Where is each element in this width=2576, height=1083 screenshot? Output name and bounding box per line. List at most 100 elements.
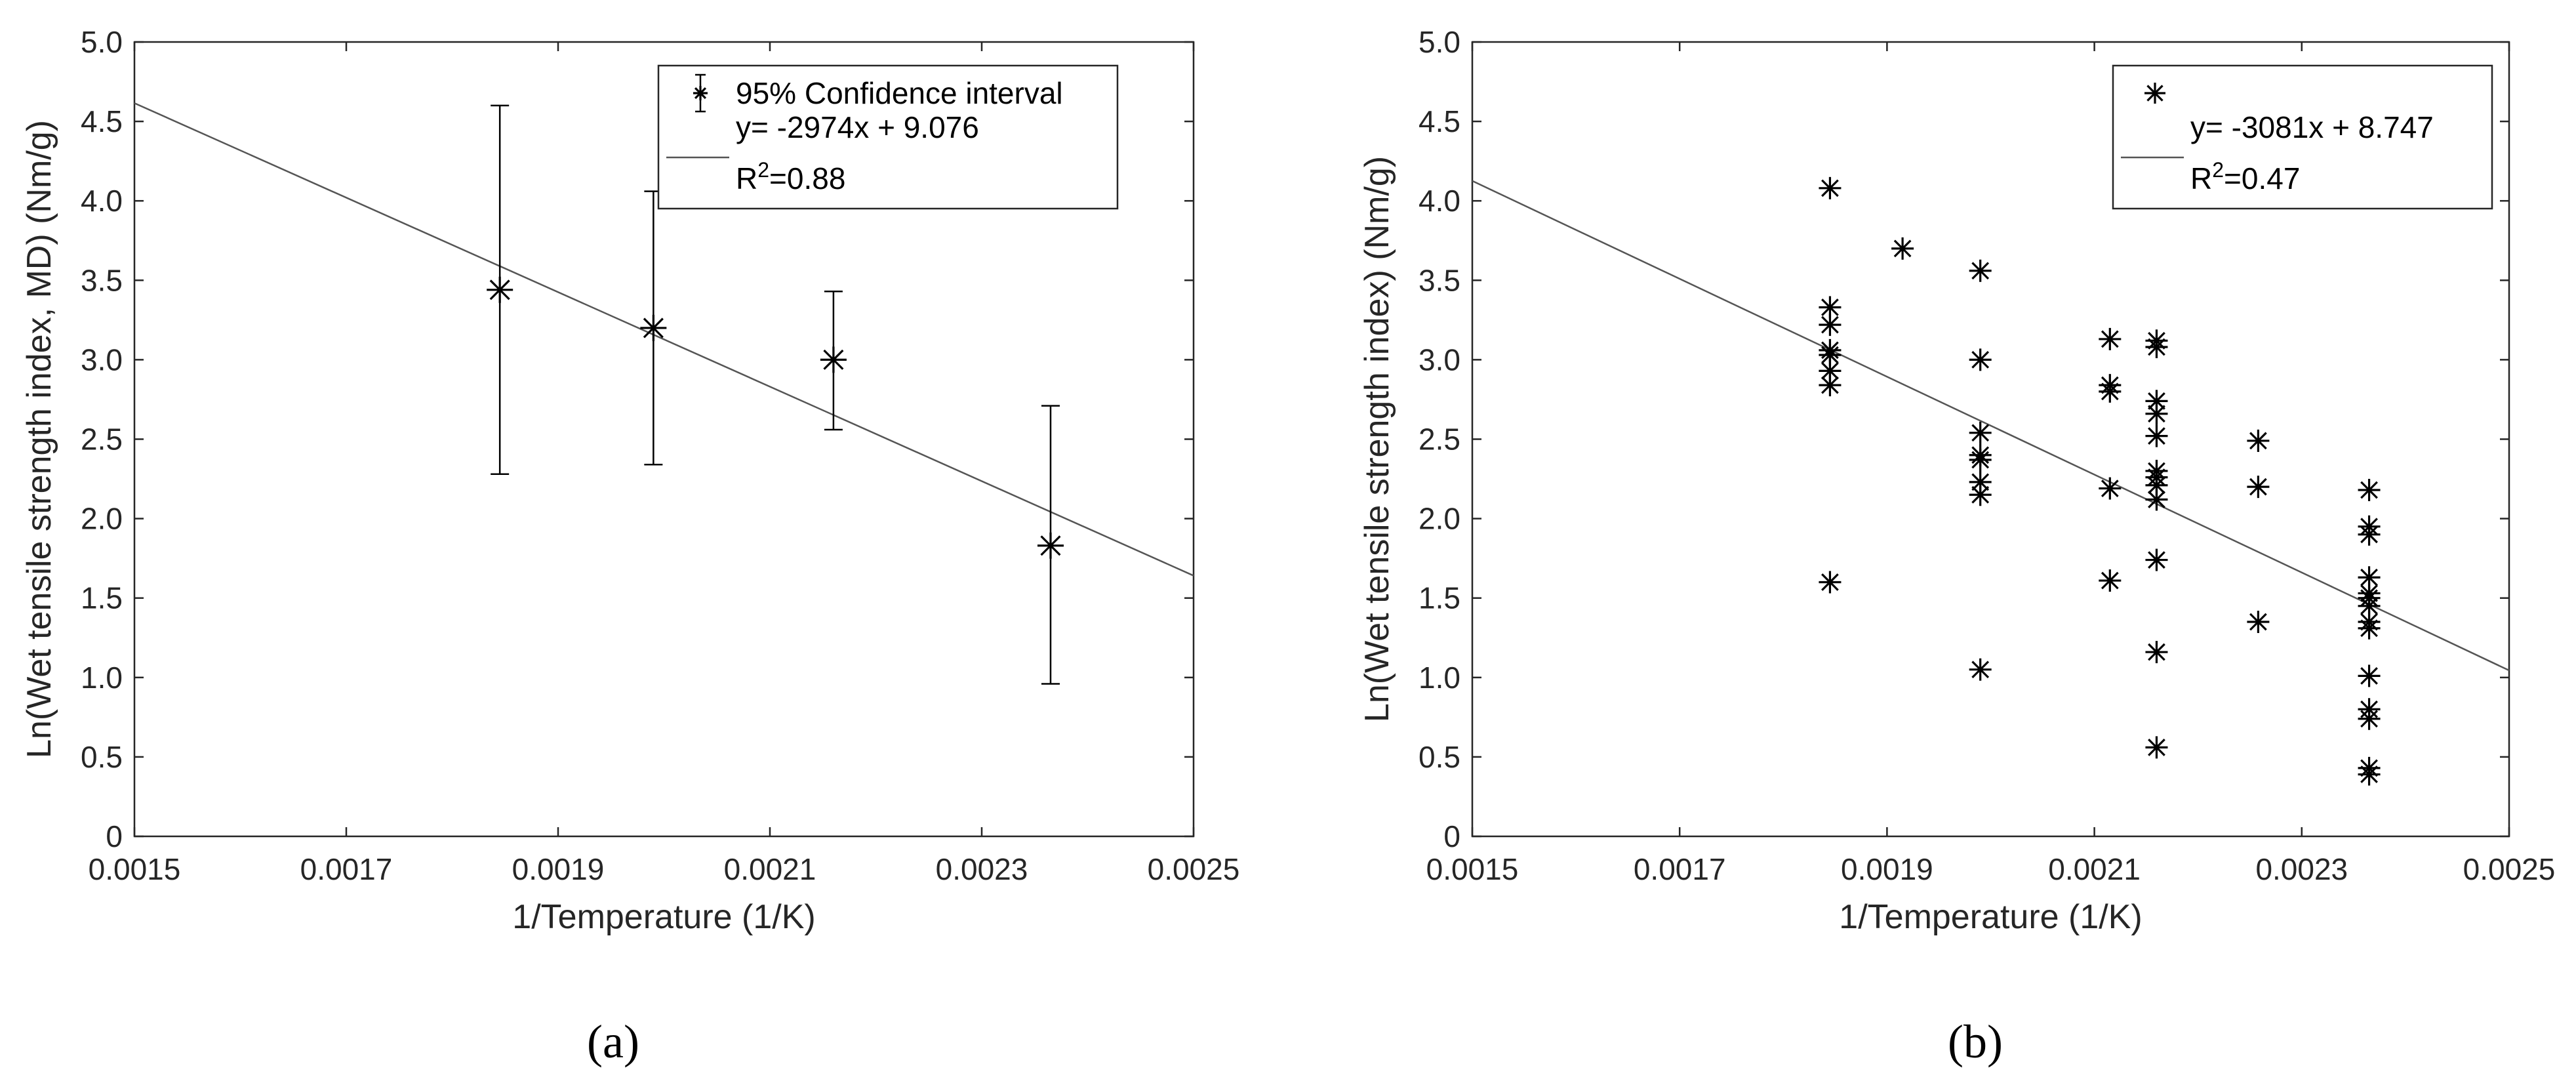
y-tick-label: 3.5	[1419, 263, 1460, 297]
x-tick-label: 0.0017	[300, 852, 393, 886]
data-point	[2247, 476, 2270, 499]
x-tick-label: 0.0025	[1148, 852, 1240, 886]
legend: y= -3081x + 8.747 R2=0.47	[2112, 64, 2493, 210]
data-point	[2358, 763, 2381, 786]
y-tick-label: 4.5	[81, 104, 123, 138]
data-point	[1819, 571, 1841, 594]
data-point	[1819, 314, 1841, 337]
y-tick-label: 0	[1443, 819, 1460, 853]
y-tick-label: 5.0	[1419, 25, 1460, 59]
y-tick-label: 1.5	[1419, 581, 1460, 615]
data-point	[1969, 483, 1992, 506]
data-point	[1819, 374, 1841, 397]
y-tick-label: 2.5	[1419, 422, 1460, 457]
data-point	[1969, 421, 1992, 444]
data-point	[2358, 617, 2381, 640]
x-tick-label: 0.0025	[2463, 852, 2556, 886]
data-point	[1969, 658, 1992, 681]
chart-panel-a: 0.0015 0.0017 0.0019 0.0021 0.0023 0.0025 0 0.5…	[20, 25, 1239, 1068]
legend-marker-sample	[2144, 83, 2165, 104]
data-point	[2247, 429, 2270, 452]
data-point	[2145, 402, 2168, 425]
data-point	[2247, 611, 2270, 634]
y-tick-label: 3.5	[81, 263, 123, 297]
data-point	[640, 314, 667, 341]
legend-marker-sample	[693, 86, 708, 100]
r2-value: =0.47	[2224, 161, 2300, 195]
data-point	[1969, 259, 1992, 282]
y-tick-label: 4.0	[1419, 184, 1460, 218]
data-point	[2145, 424, 2168, 447]
y-tick-label: 3.0	[1419, 342, 1460, 377]
data-point	[487, 276, 513, 303]
legend-box	[2112, 64, 2493, 210]
data-point	[2099, 380, 2122, 403]
data-point	[2099, 569, 2122, 592]
legend-line-label: y= -2974x + 9.076	[736, 110, 979, 144]
y-axis-title: Ln(Wet tensile strength index) (Nm/g)	[1358, 156, 1396, 722]
x-tick-label: 0.0023	[936, 852, 1028, 886]
r2-value: =0.88	[769, 161, 845, 195]
data-point	[1969, 448, 1992, 471]
data-point	[2145, 641, 2168, 664]
y-tick-label: 4.0	[81, 184, 123, 218]
y-tick-label: 0.5	[81, 740, 123, 774]
data-point	[1819, 176, 1841, 199]
x-tick-label: 0.0019	[512, 852, 605, 886]
legend-r2-label: R2=0.47	[2190, 158, 2300, 195]
r2-superscript: 2	[757, 158, 769, 182]
data-point	[2358, 566, 2381, 589]
y-tick-label: 1.0	[1419, 661, 1460, 695]
panel-label: (b)	[1948, 1015, 2003, 1068]
data-point	[1969, 348, 1992, 371]
y-tick-label: 0.5	[1419, 740, 1460, 774]
data-point	[1037, 532, 1064, 559]
data-point	[1891, 237, 1914, 260]
data-point	[2358, 594, 2381, 617]
data-point	[2145, 736, 2168, 759]
data-point	[1819, 296, 1841, 319]
y-tick-label: 1.5	[81, 581, 123, 615]
data-point	[2358, 479, 2381, 502]
x-tick-label: 0.0015	[1426, 852, 1519, 886]
data-point	[2145, 488, 2168, 511]
x-tick-label: 0.0021	[724, 852, 816, 886]
data-point	[2145, 474, 2168, 497]
data-point	[2358, 664, 2381, 687]
y-tick-label: 3.0	[81, 342, 123, 377]
x-axis-title: 1/Temperature (1/K)	[512, 898, 815, 936]
fit-line	[1472, 180, 2510, 672]
y-tick-label: 2.5	[81, 422, 123, 457]
y-axis-title: Ln(Wet tensile strength index, MD) (Nm/g…	[20, 120, 58, 758]
x-tick-label: 0.0017	[1634, 852, 1726, 886]
legend-marker-label: 95% Confidence interval	[736, 76, 1063, 110]
r2-prefix: R	[2190, 161, 2212, 195]
data-point	[2099, 327, 2122, 350]
data-point	[2358, 707, 2381, 730]
x-axis-title: 1/Temperature (1/K)	[1839, 898, 2142, 936]
x-tick-label: 0.0023	[2255, 852, 2348, 886]
data-point	[2145, 336, 2168, 359]
data-point	[820, 346, 847, 373]
chart-panel-b: 0.0015 0.0017 0.0019 0.0021 0.0023 0.0025 0 0.5…	[1358, 25, 2555, 1068]
legend-r2-label: R2=0.88	[736, 158, 845, 195]
panel-label: (a)	[587, 1015, 639, 1068]
data-point	[2145, 548, 2168, 571]
r2-superscript: 2	[2212, 158, 2224, 182]
r2-prefix: R	[736, 161, 757, 195]
legend-line-label: y= -3081x + 8.747	[2190, 110, 2434, 144]
legend-box	[657, 64, 1119, 210]
y-tick-label: 5.0	[81, 25, 123, 59]
data-point	[2358, 523, 2381, 546]
y-tick-label: 1.0	[81, 661, 123, 695]
x-tick-label: 0.0019	[1841, 852, 1933, 886]
y-tick-label: 2.0	[81, 502, 123, 536]
y-tick-label: 4.5	[1419, 104, 1460, 138]
fit-line	[134, 102, 1194, 577]
y-tick-label: 2.0	[1419, 502, 1460, 536]
data-point	[2099, 477, 2122, 500]
x-tick-label: 0.0021	[2048, 852, 2141, 886]
y-tick-label: 0	[106, 819, 123, 853]
